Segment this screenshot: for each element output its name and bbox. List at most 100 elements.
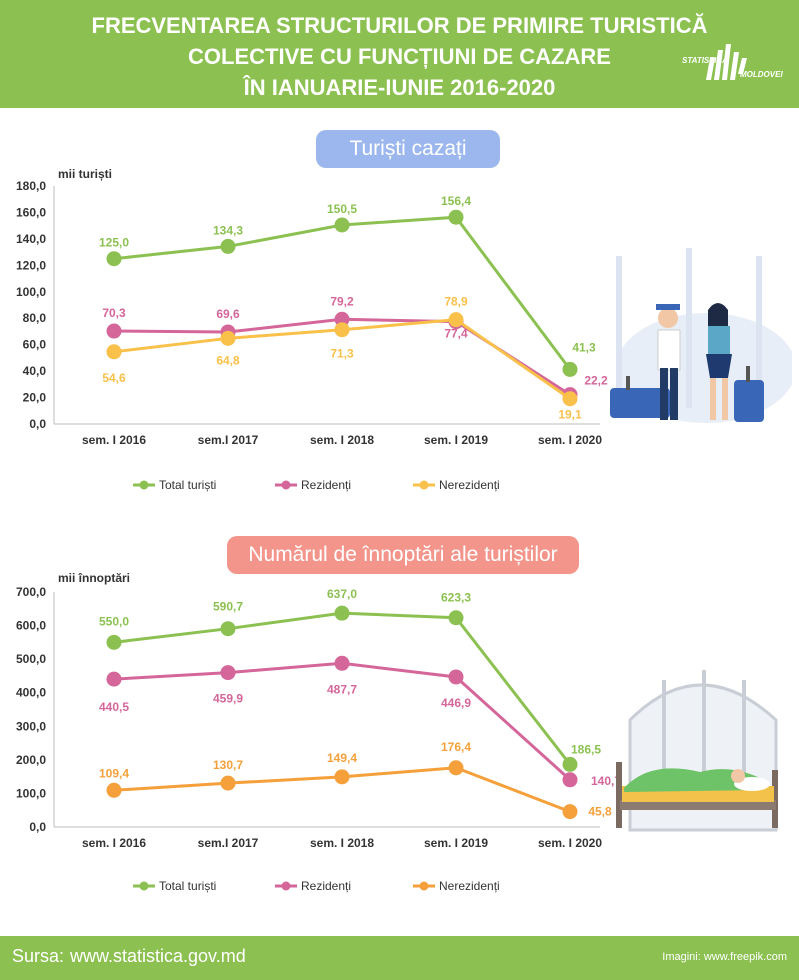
logo-bars-icon [706, 44, 747, 80]
legend-marker [281, 881, 291, 891]
data-point [562, 756, 578, 772]
data-label: 156,4 [441, 194, 471, 208]
y-tick-label: 80,0 [23, 311, 47, 325]
data-point [334, 655, 350, 671]
data-point [562, 772, 578, 788]
y-tick-label: 40,0 [23, 364, 47, 378]
legend-label: Nerezidenți [439, 879, 500, 893]
title-line-3: ÎN IANUARIE-IUNIE 2016-2020 [243, 75, 556, 100]
y-axis-label: mii turiști [58, 167, 112, 181]
data-point [106, 344, 122, 360]
data-point [334, 605, 350, 621]
legend-label: Total turiști [159, 478, 216, 492]
data-point [448, 312, 464, 328]
legend-label: Nerezidenți [439, 478, 500, 492]
x-tick-label: sem.I 2017 [198, 433, 259, 447]
y-tick-label: 140,0 [16, 232, 46, 246]
data-label: 45,8 [588, 805, 612, 819]
image-credit: Imagini: www.freepik.com [662, 951, 787, 963]
data-point [562, 804, 578, 820]
data-point [220, 775, 236, 791]
data-point [106, 634, 122, 650]
data-label: 637,0 [327, 587, 357, 601]
y-tick-label: 600,0 [16, 619, 46, 633]
data-label: 54,6 [102, 371, 126, 385]
data-label: 78,9 [444, 295, 468, 309]
x-tick-label: sem.I 2017 [198, 836, 259, 850]
legend-marker [139, 480, 149, 490]
data-point [106, 671, 122, 687]
data-label: 64,8 [216, 353, 240, 367]
data-label: 41,3 [572, 340, 596, 354]
data-label: 79,2 [330, 294, 354, 308]
data-point [334, 217, 350, 233]
data-label: 590,7 [213, 600, 243, 614]
x-tick-label: sem. I 2019 [424, 433, 488, 447]
header-banner: FRECVENTAREA STRUCTURILOR DE PRIMIRE TUR… [0, 0, 799, 108]
logo-text-top: STATISTICA [682, 56, 728, 65]
data-label: 149,4 [327, 751, 357, 765]
data-label: 125,0 [99, 236, 129, 250]
y-tick-label: 500,0 [16, 652, 46, 666]
x-tick-label: sem. I 2020 [538, 836, 602, 850]
x-tick-label: sem. I 2018 [310, 433, 374, 447]
legend-label: Total turiști [159, 879, 216, 893]
data-label: 550,0 [99, 614, 129, 628]
data-label: 77,4 [444, 327, 468, 341]
data-label: 176,4 [441, 740, 471, 754]
y-tick-label: 300,0 [16, 719, 46, 733]
data-point [448, 610, 464, 626]
data-label: 140,7 [591, 774, 621, 788]
data-point [220, 330, 236, 346]
y-tick-label: 180,0 [16, 179, 46, 193]
legend-marker [139, 881, 149, 891]
data-label: 71,3 [330, 347, 354, 361]
y-tick-label: 100,0 [16, 285, 46, 299]
x-tick-label: sem. I 2020 [538, 433, 602, 447]
y-tick-label: 400,0 [16, 686, 46, 700]
data-point [220, 238, 236, 254]
data-point [334, 769, 350, 785]
title-line-1: FRECVENTAREA STRUCTURILOR DE PRIMIRE TUR… [91, 13, 708, 38]
x-tick-label: sem. I 2019 [424, 836, 488, 850]
data-point [220, 621, 236, 637]
data-point [448, 760, 464, 776]
legend-marker [281, 480, 291, 490]
y-tick-label: 700,0 [16, 585, 46, 599]
y-tick-label: 60,0 [23, 338, 47, 352]
x-tick-label: sem. I 2018 [310, 836, 374, 850]
legend-marker [419, 480, 429, 490]
title-line-2: COLECTIVE CU FUNCȚIUNI DE CAZARE [188, 44, 611, 69]
legend-marker [419, 881, 429, 891]
tourists-illustration-icon [610, 248, 792, 423]
data-label: 109,4 [99, 766, 129, 780]
data-point [106, 782, 122, 798]
data-point [334, 322, 350, 338]
y-tick-label: 20,0 [23, 391, 47, 405]
legend-label: Rezidenți [301, 478, 351, 492]
data-point [562, 361, 578, 377]
source-link[interactable]: www.statistica.gov.md [70, 946, 246, 966]
x-tick-label: sem. I 2016 [82, 836, 146, 850]
data-label: 70,3 [102, 306, 126, 320]
data-label: 459,9 [213, 692, 243, 706]
data-label: 69,6 [216, 307, 240, 321]
data-label: 440,5 [99, 700, 129, 714]
data-label: 130,7 [213, 758, 243, 772]
y-axis-label: mii înnoptări [58, 571, 130, 585]
y-tick-label: 0,0 [29, 820, 46, 834]
data-label: 487,7 [327, 682, 357, 696]
page-title: FRECVENTAREA STRUCTURILOR DE PRIMIRE TUR… [0, 10, 799, 103]
y-tick-label: 0,0 [29, 417, 46, 431]
chart2-title-pill: Numărul de înnoptări ale turiștilor [227, 536, 579, 574]
y-tick-label: 120,0 [16, 258, 46, 272]
data-label: 446,9 [441, 696, 471, 710]
data-label: 134,3 [213, 223, 243, 237]
bed-illustration-icon [616, 670, 778, 832]
x-tick-label: sem. I 2016 [82, 433, 146, 447]
data-point [448, 209, 464, 225]
data-point [562, 391, 578, 407]
y-tick-label: 100,0 [16, 786, 46, 800]
data-point [334, 311, 350, 327]
data-point [106, 323, 122, 339]
